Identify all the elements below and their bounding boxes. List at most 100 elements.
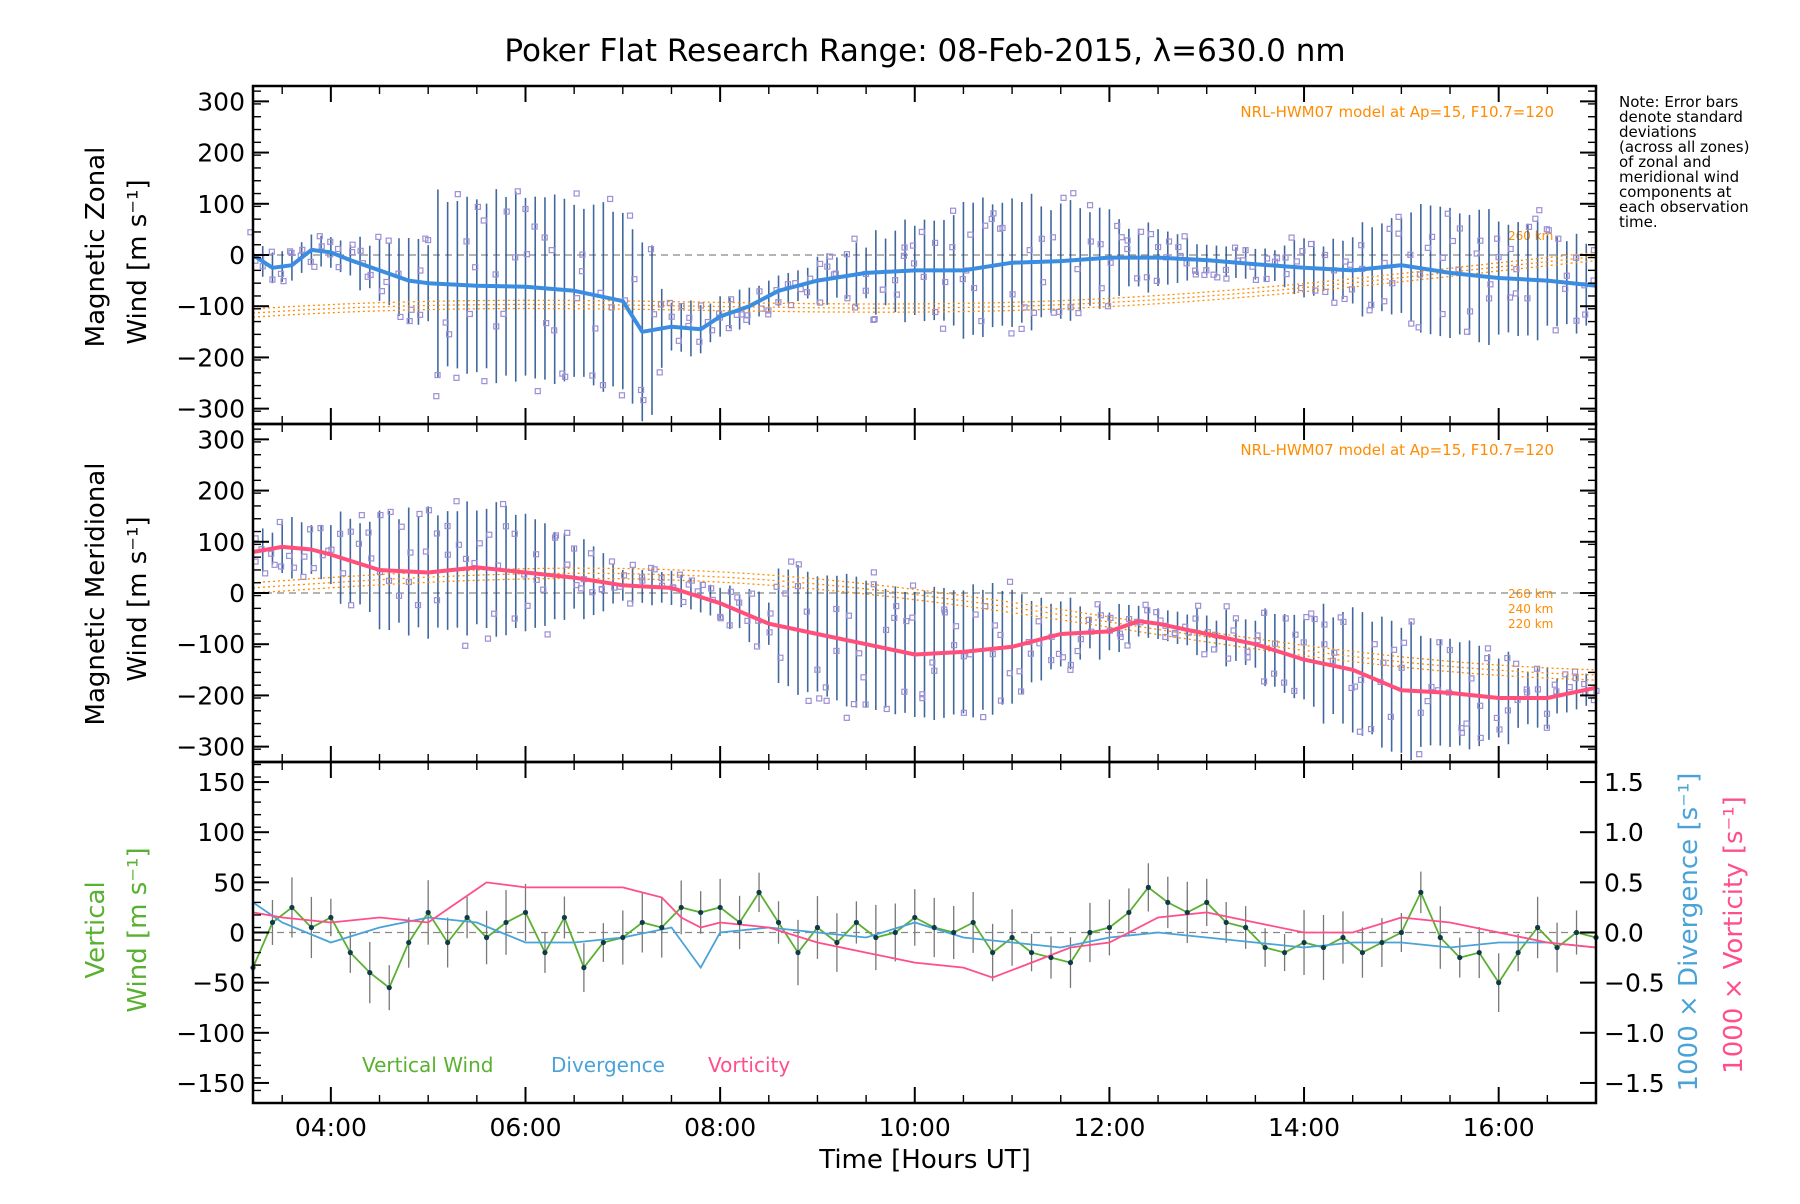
zone-point xyxy=(540,586,547,593)
zone-point xyxy=(919,695,926,702)
zone-point xyxy=(1371,641,1378,648)
zone-point xyxy=(879,286,887,293)
zone-point xyxy=(564,529,571,536)
zone-point xyxy=(826,253,834,260)
zone-point xyxy=(271,561,278,568)
zone-point xyxy=(368,555,375,562)
zone-point xyxy=(1400,639,1408,646)
zone-point xyxy=(1381,298,1388,305)
y2-tick-label: −0.5 xyxy=(1604,969,1665,998)
zone-point xyxy=(533,576,540,584)
vertical-wind-point xyxy=(1476,949,1482,956)
meridional-y-title: Magnetic Meridional xyxy=(81,463,111,726)
x-tick-label: 06:00 xyxy=(489,1113,561,1142)
zone-point xyxy=(1192,271,1199,278)
zone-point xyxy=(476,540,483,547)
zone-point xyxy=(1070,190,1077,197)
zone-point xyxy=(1282,254,1289,261)
zone-point xyxy=(1307,240,1315,248)
zone-point xyxy=(577,585,585,592)
zone-point xyxy=(310,564,317,572)
vertical-wind-point xyxy=(445,939,451,946)
zone-point xyxy=(1513,266,1520,273)
zone-point xyxy=(817,260,824,267)
zone-point xyxy=(1337,614,1344,621)
zone-point xyxy=(1192,615,1199,622)
zone-point xyxy=(1147,230,1155,238)
zone-point xyxy=(524,602,531,609)
vertical-wind-point xyxy=(1398,929,1404,936)
meridional-y-word: Wind xyxy=(123,616,153,681)
vertical-wind-point xyxy=(367,970,373,976)
vorticity-y2-title: 1000 × Vorticity [s⁻¹] xyxy=(1719,796,1749,1074)
y-tick-label: 300 xyxy=(197,87,245,116)
zone-point xyxy=(1424,244,1431,251)
zone-point xyxy=(631,276,638,283)
legend-vertical-wind: Vertical Wind xyxy=(362,1053,493,1077)
zone-point xyxy=(951,642,958,649)
zone-point xyxy=(931,667,938,674)
zone-point xyxy=(444,522,451,530)
vertical-wind-point xyxy=(1359,949,1366,956)
zone-point xyxy=(1484,654,1491,662)
zone-point xyxy=(949,244,956,251)
zone-point xyxy=(1573,254,1580,261)
zone-point xyxy=(1449,237,1456,245)
zone-point xyxy=(1060,194,1067,201)
vertical-wind-point xyxy=(522,909,529,916)
zone-point xyxy=(378,288,386,295)
zone-point xyxy=(803,289,811,296)
zone-point xyxy=(696,338,703,345)
zone-point xyxy=(1039,279,1047,286)
zone-point xyxy=(1341,295,1348,303)
zone-point xyxy=(288,249,295,257)
zone-point xyxy=(1107,259,1114,266)
vertical-wind-line xyxy=(252,886,1597,990)
zone-point xyxy=(882,626,890,634)
zone-point xyxy=(1436,639,1443,646)
zone-point xyxy=(1048,657,1055,664)
zone-point xyxy=(1504,654,1511,662)
zone-point xyxy=(564,561,571,568)
vertical-wind-point xyxy=(542,949,548,956)
zone-point xyxy=(824,263,831,270)
vertical-wind-point xyxy=(912,914,918,921)
zone-point xyxy=(1428,683,1435,691)
vertical-wind-point xyxy=(406,939,412,946)
zone-point xyxy=(919,691,926,698)
zone-point xyxy=(1231,244,1239,251)
zone-point xyxy=(1473,250,1480,257)
zone-point xyxy=(337,530,344,537)
zone-point xyxy=(805,697,812,705)
zone-point xyxy=(433,393,440,400)
vertical-wind-point xyxy=(698,909,704,916)
vertical-wind-point xyxy=(990,949,996,956)
zone-point xyxy=(442,319,449,326)
note-line: Note: Error bars xyxy=(1619,93,1739,111)
zone-point xyxy=(1244,654,1251,661)
vorticity-y2-unit: [s⁻¹] xyxy=(1719,796,1749,854)
y-tick-label: 100 xyxy=(197,818,245,847)
zone-point xyxy=(1288,234,1295,241)
zone-point xyxy=(803,608,810,615)
altitude-label: 260 km xyxy=(1508,587,1553,601)
zone-point xyxy=(782,590,789,597)
zone-point xyxy=(1417,709,1424,716)
zone-point xyxy=(349,249,356,256)
vertical-wind-point xyxy=(620,934,626,941)
model-curve xyxy=(252,251,1597,310)
zone-point xyxy=(1572,674,1579,682)
zone-point xyxy=(357,247,364,254)
zone-point xyxy=(1263,255,1271,262)
zone-point xyxy=(1252,276,1260,283)
zone-point xyxy=(860,674,867,681)
zone-point xyxy=(573,190,580,197)
zone-point xyxy=(1381,259,1388,267)
zone-point xyxy=(845,612,852,619)
zone-point xyxy=(1087,238,1094,245)
zone-point xyxy=(1124,237,1131,244)
vorticity-line xyxy=(252,881,1597,979)
zone-point xyxy=(1175,243,1182,251)
vertical-wind-point xyxy=(1320,944,1327,951)
